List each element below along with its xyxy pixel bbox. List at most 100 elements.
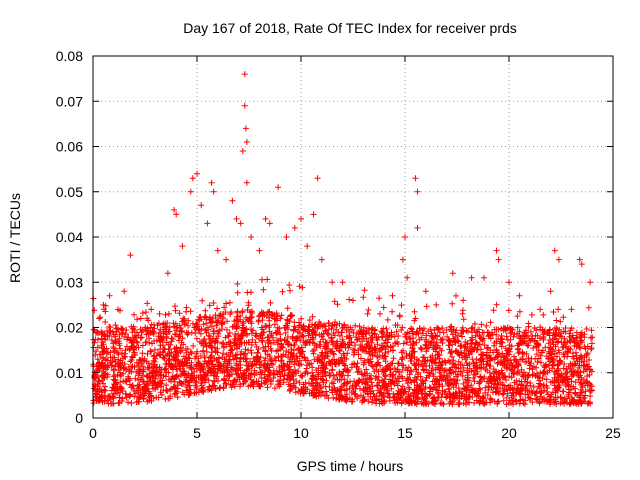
data-point <box>309 334 316 341</box>
data-point <box>239 332 246 339</box>
data-point <box>588 368 595 375</box>
data-point-outlier <box>100 301 107 308</box>
data-point <box>528 335 535 342</box>
data-point <box>340 324 347 331</box>
data-point <box>408 368 415 375</box>
data-point <box>540 370 547 377</box>
data-point <box>171 390 178 397</box>
data-point <box>253 354 260 361</box>
data-point <box>145 360 152 367</box>
data-point <box>261 357 268 364</box>
data-point <box>223 364 230 371</box>
data-point <box>284 305 291 312</box>
data-point <box>259 339 266 345</box>
data-point <box>284 318 291 324</box>
data-point <box>358 371 365 378</box>
data-point <box>165 357 172 364</box>
data-point <box>510 363 517 370</box>
data-point <box>174 385 181 392</box>
data-point-outlier <box>399 256 406 263</box>
data-point <box>555 306 562 313</box>
data-point <box>582 345 589 352</box>
data-point <box>423 345 430 352</box>
data-point-outlier <box>364 310 371 317</box>
data-point <box>435 390 442 397</box>
data-point <box>507 400 514 407</box>
data-point <box>534 359 541 365</box>
data-point <box>376 354 383 360</box>
data-point <box>260 286 267 293</box>
data-point <box>338 376 345 383</box>
data-point <box>395 369 402 376</box>
data-point-outlier <box>578 261 585 268</box>
data-point <box>240 352 247 358</box>
data-point <box>210 372 217 379</box>
data-point <box>156 329 163 336</box>
data-point-outlier <box>547 288 554 295</box>
data-point <box>498 367 505 374</box>
data-point <box>553 353 560 360</box>
data-point <box>320 330 327 337</box>
data-point <box>527 382 534 389</box>
data-point <box>513 398 520 405</box>
data-point <box>234 289 241 296</box>
data-point <box>177 333 184 340</box>
data-point <box>173 373 180 380</box>
data-point <box>479 336 485 343</box>
data-point <box>346 296 353 303</box>
data-point <box>379 382 386 389</box>
data-point <box>420 366 427 373</box>
data-point <box>370 391 377 397</box>
data-point <box>560 339 567 346</box>
data-point-outlier <box>350 297 356 304</box>
data-point <box>331 356 338 363</box>
data-point <box>561 375 568 382</box>
data-point <box>311 385 318 392</box>
data-point <box>462 356 469 363</box>
data-point-outlier <box>248 234 255 240</box>
data-point <box>252 332 259 339</box>
data-point <box>337 332 343 339</box>
data-point <box>506 373 513 380</box>
data-point <box>266 314 272 321</box>
data-point <box>278 343 285 350</box>
data-point <box>176 363 183 370</box>
data-point <box>561 396 568 403</box>
data-point <box>112 322 119 329</box>
data-point <box>580 368 587 375</box>
data-point <box>402 331 408 338</box>
data-point <box>166 346 173 352</box>
data-point <box>495 335 502 342</box>
data-point <box>306 361 313 368</box>
data-point <box>542 361 549 368</box>
data-point <box>447 394 454 401</box>
data-point <box>407 335 414 342</box>
data-point <box>463 379 470 386</box>
data-point <box>338 357 345 364</box>
data-point <box>258 375 265 381</box>
data-point <box>431 327 438 334</box>
data-point <box>433 348 439 355</box>
data-point <box>199 297 206 304</box>
data-point <box>162 311 169 318</box>
data-point <box>587 381 594 388</box>
data-point <box>433 339 440 346</box>
data-point-outlier <box>460 297 467 304</box>
data-point <box>248 330 255 337</box>
data-point <box>516 308 523 315</box>
data-point <box>331 321 338 328</box>
data-point <box>572 379 579 386</box>
data-point <box>481 342 488 349</box>
data-point <box>511 353 517 360</box>
x-tick-label: 10 <box>293 425 309 441</box>
data-point <box>534 374 541 380</box>
data-point <box>254 350 261 357</box>
data-point <box>474 346 481 353</box>
data-point <box>334 338 341 345</box>
data-point <box>267 299 274 306</box>
data-point <box>384 316 391 323</box>
data-point <box>266 324 272 331</box>
data-point <box>333 371 340 378</box>
data-point <box>179 370 186 377</box>
data-point <box>270 375 277 381</box>
